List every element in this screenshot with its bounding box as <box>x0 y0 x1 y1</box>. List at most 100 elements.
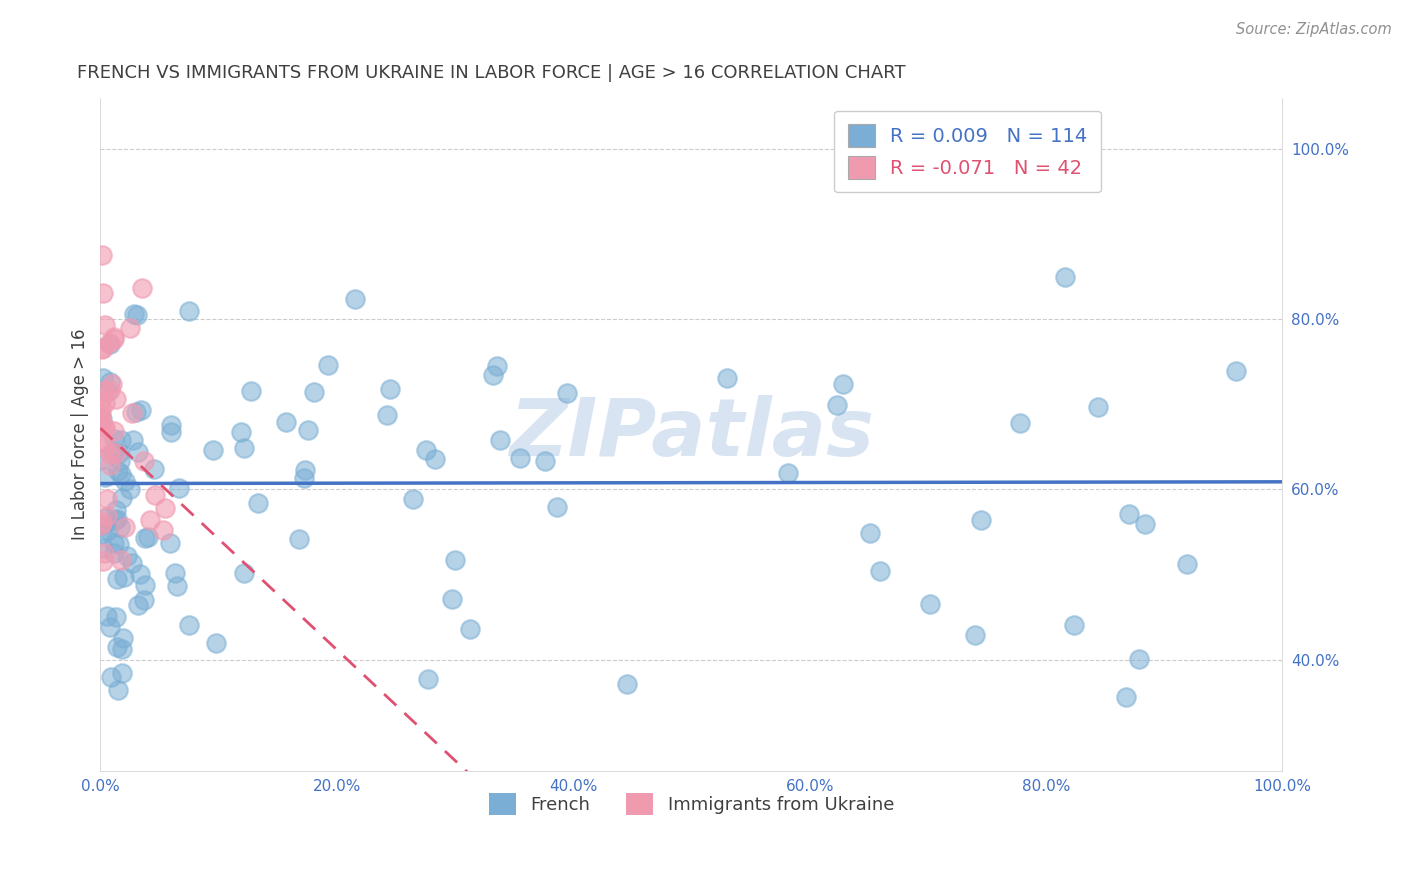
Point <box>103 512 125 526</box>
Point <box>108 520 131 534</box>
Point <box>93 470 115 484</box>
Point <box>920 597 942 611</box>
Point <box>131 403 153 417</box>
Point <box>104 392 127 407</box>
Point <box>152 523 174 537</box>
Point <box>831 377 853 392</box>
Point <box>93 418 115 433</box>
Point <box>534 454 557 468</box>
Point <box>869 564 891 578</box>
Point <box>98 337 121 351</box>
Point <box>122 307 145 321</box>
Point <box>247 496 270 510</box>
Point <box>177 304 200 318</box>
Point <box>103 546 125 560</box>
Point <box>105 445 128 459</box>
Point <box>292 471 315 485</box>
Point <box>91 384 114 398</box>
Point <box>112 631 135 645</box>
Point <box>108 446 131 460</box>
Point <box>114 520 136 534</box>
Point <box>546 500 568 514</box>
Point <box>93 546 115 560</box>
Point <box>96 508 118 523</box>
Point <box>415 442 437 457</box>
Point <box>105 610 128 624</box>
Point <box>297 423 319 437</box>
Point <box>134 578 156 592</box>
Point <box>90 401 112 415</box>
Point <box>107 682 129 697</box>
Point <box>103 424 125 438</box>
Point <box>101 376 124 391</box>
Point <box>111 642 134 657</box>
Point <box>90 412 112 426</box>
Point <box>121 556 143 570</box>
Point <box>100 671 122 685</box>
Point <box>132 593 155 607</box>
Point <box>103 433 125 447</box>
Point <box>96 491 118 506</box>
Point <box>127 598 149 612</box>
Point <box>90 434 112 449</box>
Point <box>131 281 153 295</box>
Point <box>778 467 800 481</box>
Point <box>90 414 112 428</box>
Point <box>129 567 152 582</box>
Point <box>970 513 993 527</box>
Point <box>555 385 578 400</box>
Point <box>165 566 187 580</box>
Point <box>177 618 200 632</box>
Point <box>121 406 143 420</box>
Point <box>380 382 402 396</box>
Point <box>143 487 166 501</box>
Point <box>1010 416 1032 430</box>
Point <box>107 464 129 478</box>
Point <box>485 359 508 373</box>
Point <box>96 609 118 624</box>
Point <box>1087 400 1109 414</box>
Point <box>481 368 503 383</box>
Point <box>859 526 882 541</box>
Point <box>1115 690 1137 705</box>
Point <box>90 527 112 541</box>
Point <box>233 441 256 455</box>
Point <box>202 442 225 457</box>
Y-axis label: In Labor Force | Age > 16: In Labor Force | Age > 16 <box>72 328 89 540</box>
Text: FRENCH VS IMMIGRANTS FROM UKRAINE IN LABOR FORCE | AGE > 16 CORRELATION CHART: FRENCH VS IMMIGRANTS FROM UKRAINE IN LAB… <box>77 64 905 82</box>
Point <box>963 628 986 642</box>
Point <box>1118 507 1140 521</box>
Point <box>98 458 121 472</box>
Point <box>103 332 125 346</box>
Point <box>139 513 162 527</box>
Point <box>94 440 117 454</box>
Point <box>166 579 188 593</box>
Point <box>105 640 128 655</box>
Point <box>110 454 132 468</box>
Text: Source: ZipAtlas.com: Source: ZipAtlas.com <box>1236 22 1392 37</box>
Point <box>458 622 481 636</box>
Point <box>402 491 425 506</box>
Point <box>103 536 125 550</box>
Point <box>117 549 139 564</box>
Point <box>91 452 114 467</box>
Point <box>416 672 439 686</box>
Point <box>344 292 367 306</box>
Point <box>91 371 114 385</box>
Point <box>825 398 848 412</box>
Point <box>105 503 128 517</box>
Point <box>302 384 325 399</box>
Point <box>1128 652 1150 666</box>
Point <box>509 451 531 466</box>
Point <box>96 511 118 525</box>
Point <box>91 248 114 262</box>
Point <box>107 537 129 551</box>
Point <box>97 523 120 537</box>
Point <box>91 286 114 301</box>
Point <box>134 454 156 468</box>
Point <box>90 393 112 408</box>
Point <box>110 553 132 567</box>
Point <box>96 384 118 399</box>
Point <box>111 491 134 505</box>
Point <box>1133 517 1156 532</box>
